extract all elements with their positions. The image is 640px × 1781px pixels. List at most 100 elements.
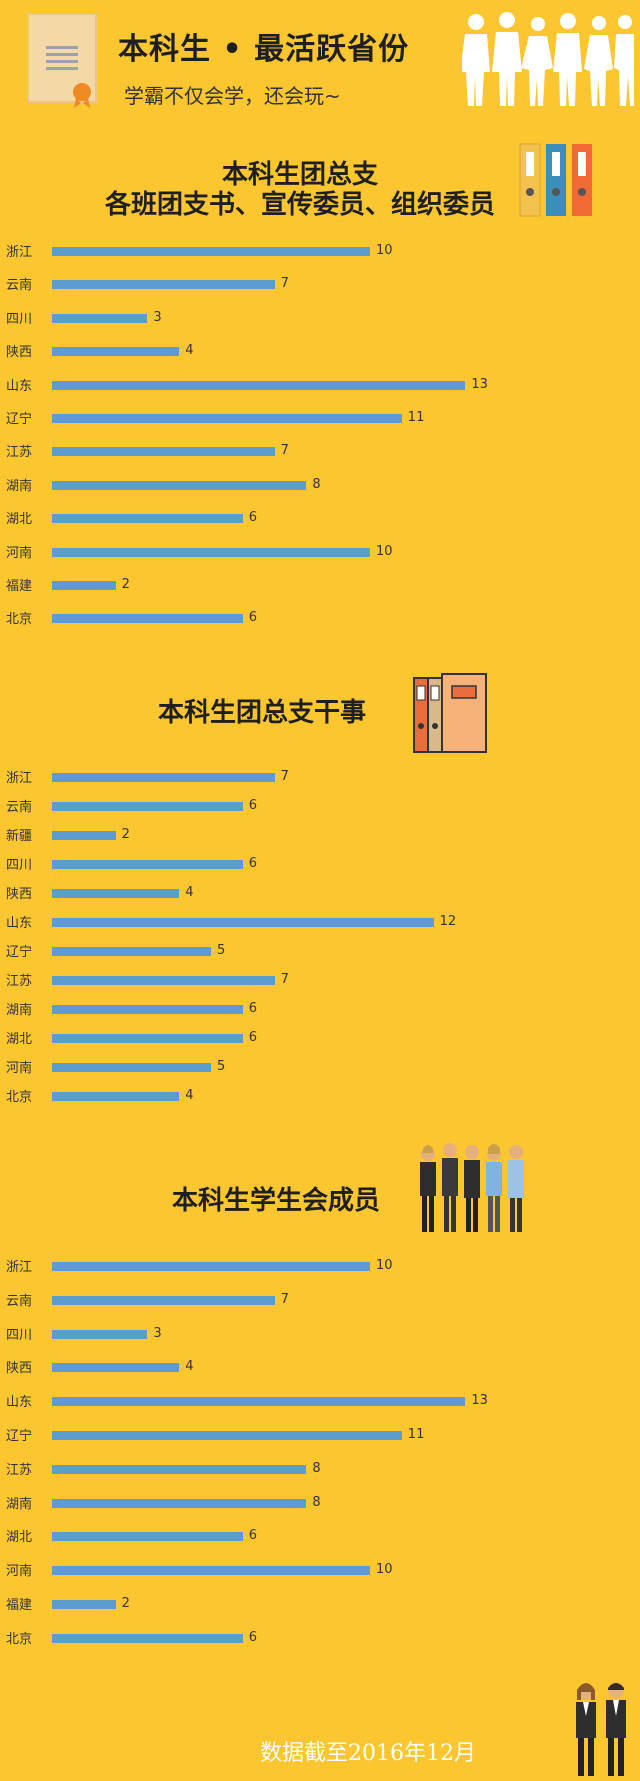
bar-value-label: 6 [248, 1030, 258, 1045]
bar [52, 1431, 402, 1440]
section-3-title: 本科生学生会成员 [171, 1186, 380, 1216]
category-label: 新疆 [6, 829, 33, 844]
bar-value-label: 6 [248, 610, 258, 626]
bar-value-label: 6 [248, 1629, 258, 1645]
bar [52, 1464, 307, 1474]
bar-value-label: 4 [185, 885, 194, 900]
bar [52, 1329, 148, 1339]
bar-value-label: 10 [376, 1258, 393, 1273]
category-label: 辽宁 [6, 945, 33, 960]
bar-value-label: 7 [280, 276, 289, 292]
page-subtitle: 学霸不仅会学，还会玩~ [124, 84, 341, 108]
bar [52, 1566, 370, 1576]
folders-icon [410, 672, 490, 756]
bar-value-label: 8 [312, 476, 321, 492]
bar [52, 514, 243, 524]
bar-value-label: 4 [185, 1359, 194, 1375]
bar [52, 1262, 370, 1271]
bar-value-label: 7 [280, 1291, 289, 1307]
category-label: 辽宁 [6, 412, 33, 427]
footer-note: 数据截至2016年12月 [260, 1741, 476, 1766]
category-label: 江苏 [6, 1462, 33, 1478]
category-label: 江苏 [6, 974, 33, 989]
bar [52, 280, 275, 290]
category-label: 北京 [6, 612, 33, 628]
category-label: 云南 [6, 1293, 33, 1309]
bar [52, 1034, 243, 1043]
bar-value-label: 2 [121, 577, 130, 592]
bar-value-label: 7 [280, 972, 289, 987]
category-label: 河南 [6, 1564, 33, 1580]
bar-value-label: 6 [248, 510, 258, 526]
bar [52, 347, 180, 357]
bar [52, 831, 116, 840]
bar [52, 1005, 243, 1014]
page-title: 本科生 • 最活跃省份 [118, 32, 410, 67]
category-label: 山东 [6, 916, 33, 931]
category-label: 云南 [6, 278, 33, 294]
bar [52, 1063, 211, 1072]
category-label: 北京 [6, 1631, 33, 1647]
category-label: 四川 [6, 858, 33, 873]
bar [52, 581, 116, 590]
category-label: 福建 [6, 1598, 33, 1613]
category-label: 北京 [6, 1090, 33, 1105]
bar [52, 414, 402, 423]
category-label: 陕西 [6, 1361, 33, 1377]
bar [52, 1397, 466, 1407]
category-label: 河南 [6, 1061, 33, 1076]
bar-value-label: 3 [153, 309, 162, 325]
category-label: 四川 [6, 311, 33, 327]
category-label: 浙江 [6, 1260, 33, 1275]
bar [52, 1295, 275, 1305]
section-1-title-line-2: 各班团支书、宣传委员、组织委员 [104, 190, 495, 220]
bar-value-label: 2 [121, 1596, 130, 1611]
bar [52, 547, 370, 557]
bar-value-label: 12 [439, 914, 457, 929]
section-1-title: 本科生团总支 各班团支书、宣传委员、组织委员 [40, 160, 560, 220]
bar-value-label: 10 [376, 243, 393, 258]
bar-value-label: 10 [376, 543, 393, 559]
bar-value-label: 6 [248, 1001, 258, 1016]
bar [52, 773, 275, 782]
bar [52, 976, 275, 985]
section-2-title: 本科生团总支干事 [157, 698, 366, 728]
category-label: 陕西 [6, 887, 33, 902]
bar [52, 247, 370, 256]
category-label: 四川 [6, 1327, 33, 1343]
bar [52, 947, 211, 956]
bar-value-label: 7 [280, 443, 289, 459]
business-couple-icon [568, 1676, 636, 1777]
bar-value-label: 5 [217, 1059, 226, 1074]
category-label: 云南 [6, 800, 33, 815]
category-label: 湖南 [6, 1496, 33, 1512]
bar-value-label: 7 [280, 769, 289, 784]
bar-value-label: 13 [471, 376, 488, 392]
section-1-title-line-1: 本科生团总支 [221, 160, 378, 190]
bar [52, 860, 243, 869]
people-silhouettes-icon [460, 10, 634, 106]
bar-value-label: 6 [248, 856, 258, 871]
bar [52, 1092, 180, 1101]
bar-value-label: 6 [248, 798, 258, 813]
binders-icon [516, 140, 596, 220]
certificate-icon [26, 12, 102, 108]
group-people-icon [416, 1140, 528, 1236]
category-label: 山东 [6, 378, 33, 394]
category-label: 福建 [6, 579, 33, 594]
bar [52, 447, 275, 457]
category-label: 江苏 [6, 445, 33, 461]
bar [52, 1600, 116, 1609]
bar-value-label: 3 [153, 1325, 162, 1341]
bar [52, 480, 307, 490]
bar-value-label: 5 [217, 943, 226, 958]
category-label: 浙江 [6, 245, 33, 260]
bar-value-label: 4 [185, 1088, 194, 1103]
category-label: 湖南 [6, 1003, 33, 1018]
bar-value-label: 11 [407, 1427, 425, 1442]
bar-value-label: 8 [312, 1494, 321, 1510]
bar-value-label: 10 [376, 1562, 393, 1578]
bar-value-label: 13 [471, 1393, 488, 1409]
bar-value-label: 2 [121, 827, 130, 842]
bar [52, 380, 466, 390]
